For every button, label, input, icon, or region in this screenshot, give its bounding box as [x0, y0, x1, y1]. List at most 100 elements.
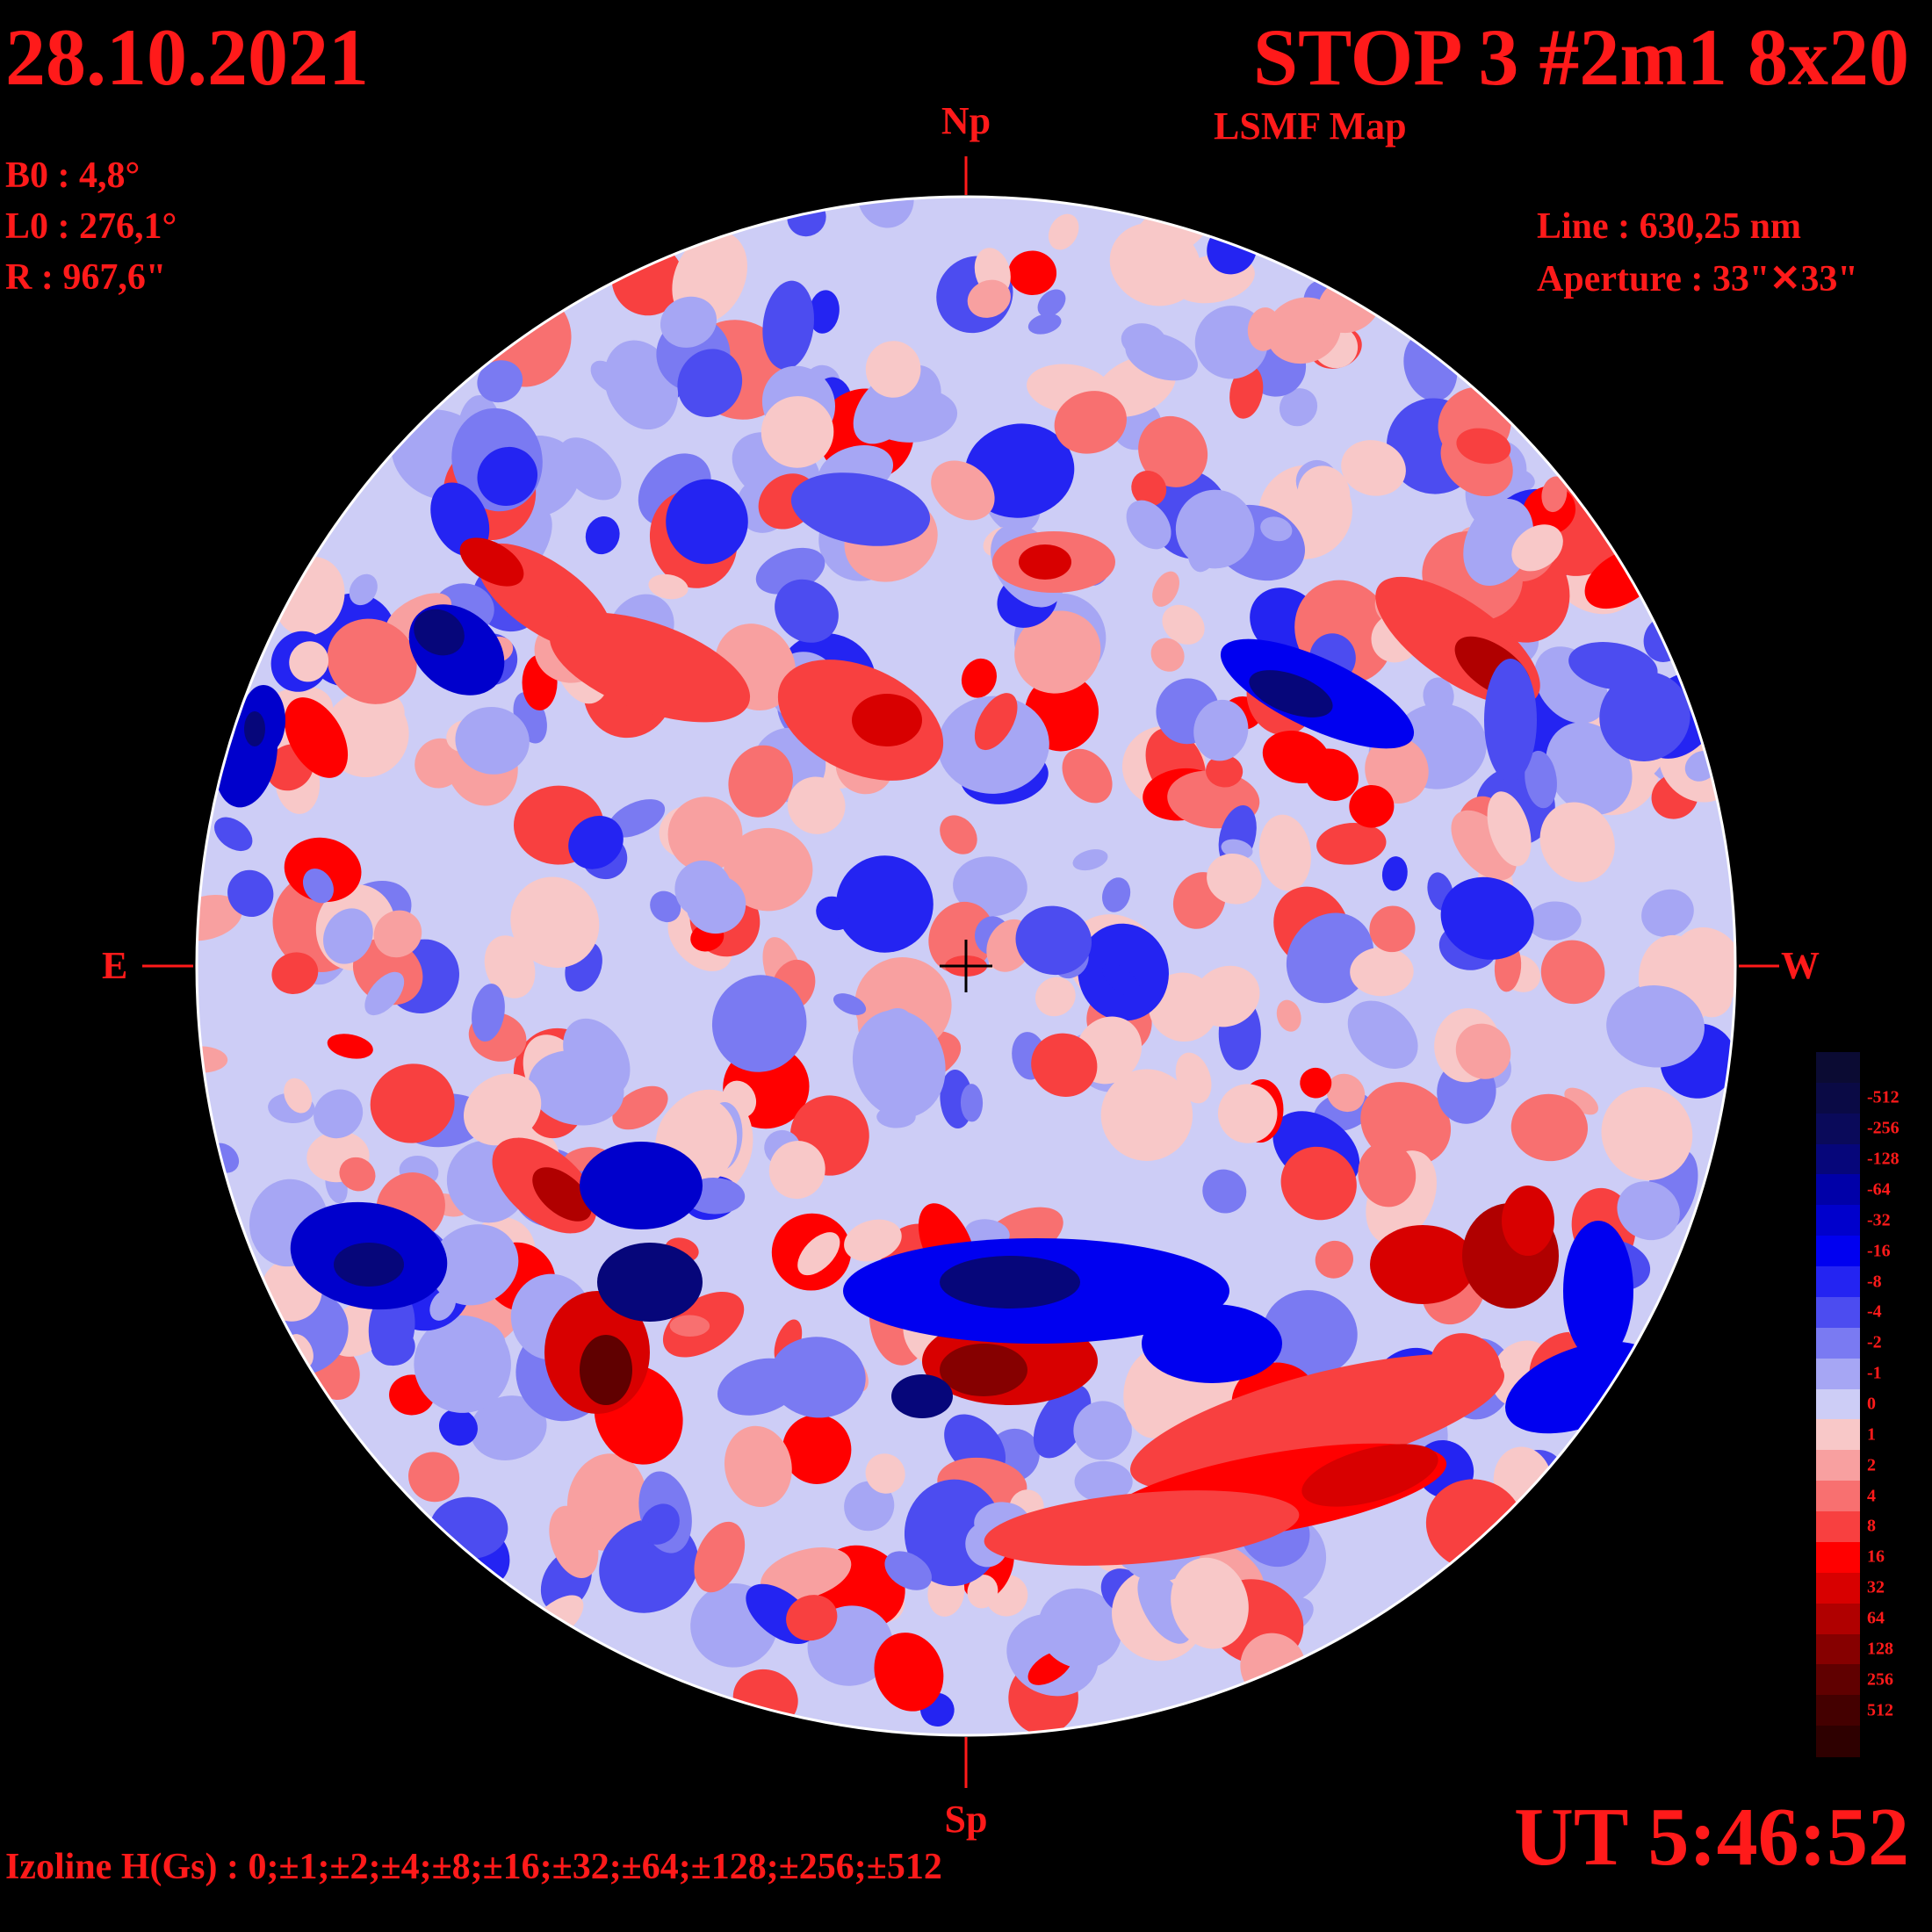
colorbar-label: 8: [1867, 1516, 1876, 1536]
field-blob: [762, 280, 814, 370]
field-blob: [884, 1551, 932, 1590]
field-blob: [1175, 489, 1255, 569]
field-blob: [284, 697, 349, 778]
field-blob: [1541, 476, 1568, 513]
field-blob: [953, 856, 1027, 917]
field-blob: [1341, 440, 1406, 496]
field-blob: [1525, 750, 1557, 809]
field-blob: [1297, 465, 1351, 523]
field-blob: [408, 1452, 460, 1503]
map-title: STOP 3 #2m1 8x20: [1252, 12, 1909, 102]
field-blob: [244, 711, 265, 746]
field-blob: [640, 1503, 680, 1545]
field-blob: [711, 975, 807, 1072]
field-blob: [666, 479, 748, 565]
field-blob: [1008, 250, 1057, 296]
field-blob: [761, 1547, 852, 1601]
field-blob: [833, 993, 867, 1015]
field-blob: [1484, 659, 1537, 782]
spectral-line: Line : 630,25 nm: [1537, 206, 1802, 247]
field-blob: [782, 1414, 852, 1484]
field-blob: [528, 1050, 624, 1126]
field-blob: [648, 573, 688, 600]
colorbar-cell: [1816, 1266, 1860, 1298]
field-blob: [931, 460, 995, 521]
aperture-value: Aperture : 33"✕33": [1537, 259, 1858, 299]
field-blob: [349, 573, 378, 606]
field-blob: [984, 1490, 1300, 1566]
field-blob: [940, 1344, 1027, 1396]
field-blob: [1423, 677, 1454, 715]
field-blob: [1510, 1093, 1588, 1162]
colorbar-cell: [1816, 1541, 1860, 1574]
colorbar-label: 0: [1867, 1394, 1876, 1414]
south-pole-label: Sp: [944, 1798, 988, 1841]
field-blob: [1347, 1000, 1418, 1070]
field-blob: [1130, 1354, 1504, 1491]
colorbar-cell: [1816, 1358, 1860, 1390]
field-contours: [197, 197, 1735, 1735]
field-blob: [1358, 1142, 1417, 1208]
colorbar-label: 128: [1867, 1639, 1893, 1659]
colorbar-label: 1: [1867, 1424, 1876, 1445]
field-blob: [289, 641, 329, 682]
field-blob: [549, 612, 751, 723]
field-blob: [1247, 307, 1281, 351]
field-blob: [430, 1224, 519, 1306]
field-blob: [1511, 524, 1563, 572]
field-blob: [1131, 470, 1167, 507]
field-blob: [677, 349, 743, 418]
colorbar-cell: [1816, 1726, 1860, 1757]
field-blob: [430, 482, 490, 557]
field-blob: [590, 360, 624, 393]
field-blob: [1217, 1084, 1278, 1143]
field-blob: [694, 1521, 746, 1593]
field-blob: [197, 894, 242, 941]
universal-time: UT 5:46:52: [1514, 1791, 1909, 1883]
field-blob: [1487, 791, 1532, 867]
field-blob: [323, 908, 373, 964]
field-blob: [608, 799, 666, 838]
field-blob: [1276, 999, 1301, 1032]
magnetic-field-map: [197, 197, 1735, 1735]
field-blob: [1286, 912, 1374, 1004]
colorbar-cell: [1816, 1236, 1860, 1268]
field-blob: [1229, 365, 1264, 419]
field-blob: [1031, 1033, 1098, 1097]
colorbar-cell: [1816, 1664, 1860, 1697]
field-blob: [580, 1335, 632, 1405]
colorbar-cell: [1816, 1450, 1860, 1482]
field-blob: [769, 1337, 866, 1418]
field-blob: [1019, 544, 1071, 580]
field-blob: [477, 360, 523, 403]
field-colorbar: -512 -256 -128 -64 -32 -16 -8 -4 -2 -1 0 1 2 4 8 16 32 64…: [1816, 1052, 1911, 1757]
field-blob: [1456, 428, 1511, 465]
field-blob: [1152, 571, 1180, 607]
field-blob: [1455, 1023, 1511, 1079]
field-blob: [1037, 289, 1066, 317]
colorbar-label: 64: [1867, 1608, 1885, 1628]
colorbar-cell: [1816, 1296, 1860, 1329]
field-blob: [477, 446, 538, 507]
field-blob: [364, 971, 405, 1016]
field-blob: [1641, 889, 1694, 937]
field-blob: [650, 890, 681, 923]
colorbar-label: -4: [1867, 1301, 1882, 1322]
field-blob: [1365, 736, 1429, 804]
map-subtitle: LSMF Map: [1214, 105, 1407, 148]
colorbar-cell: [1816, 1205, 1860, 1237]
field-blob: [549, 1505, 599, 1579]
izoline-levels: Izoline H(Gs) : 0;±1;±2;±4;±8;±16;±32;±6…: [5, 1847, 942, 1887]
field-blob: [1193, 965, 1260, 1027]
field-blob: [768, 1141, 825, 1200]
field-blob: [1034, 977, 1076, 1017]
field-blob: [1539, 802, 1615, 883]
colorbar-cell: [1816, 1603, 1860, 1635]
field-blob: [1260, 516, 1293, 542]
colorbar-label: -1: [1867, 1363, 1882, 1383]
field-blob: [940, 815, 977, 854]
field-blob: [1202, 1169, 1247, 1214]
field-blob: [786, 1595, 838, 1641]
colorbar-label: -64: [1867, 1179, 1891, 1200]
